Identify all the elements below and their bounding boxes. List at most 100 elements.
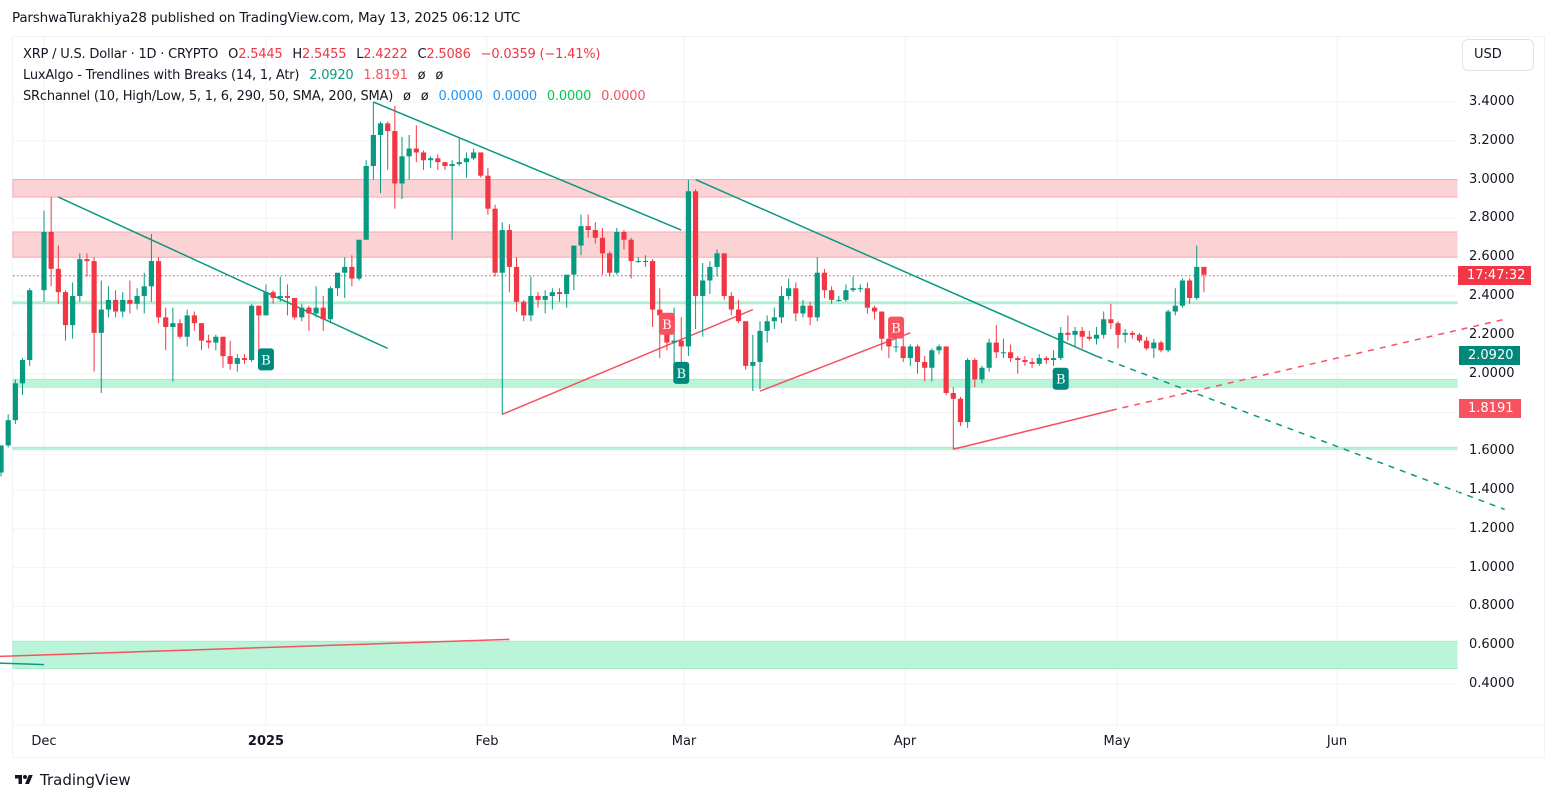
candlesticks[interactable] [0, 102, 1207, 498]
candle-body[interactable] [814, 272, 820, 318]
candle-body[interactable] [936, 346, 942, 351]
candle-body[interactable] [1079, 330, 1085, 337]
candle-body[interactable] [628, 239, 634, 262]
candle-body[interactable] [671, 340, 677, 343]
candle-body[interactable] [907, 346, 913, 359]
candle-body[interactable] [685, 191, 691, 347]
candle-body[interactable] [306, 307, 312, 314]
candle-body[interactable] [184, 315, 190, 337]
candle-body[interactable] [420, 152, 427, 161]
candle-body[interactable] [27, 290, 33, 361]
candle-body[interactable] [621, 231, 627, 240]
candle-body[interactable] [735, 309, 742, 322]
candle-body[interactable] [1086, 336, 1092, 339]
trendline-down-3[interactable] [695, 178, 1097, 357]
candle-body[interactable] [356, 239, 362, 279]
candle-body[interactable] [428, 158, 434, 161]
candle-body[interactable] [363, 166, 369, 240]
candle-body[interactable] [1000, 352, 1007, 354]
candle-body[interactable] [1008, 352, 1014, 359]
candle-body[interactable] [492, 208, 498, 273]
candle-body[interactable] [707, 266, 713, 281]
candle-body[interactable] [392, 131, 398, 184]
candle-body[interactable] [986, 342, 992, 368]
candle-body[interactable] [471, 152, 477, 159]
candle-body[interactable] [327, 288, 333, 320]
candle-body[interactable] [850, 288, 856, 291]
trendline-down-3-ext[interactable] [1096, 355, 1505, 511]
candle-body[interactable] [342, 266, 348, 273]
candle-body[interactable] [1101, 319, 1107, 335]
candle-body[interactable] [829, 290, 835, 300]
candle-body[interactable] [1022, 360, 1028, 362]
candle-body[interactable] [578, 226, 584, 246]
candle-body[interactable] [435, 158, 441, 163]
footer-brand[interactable]: TradingView [12, 771, 131, 789]
candle-body[interactable] [871, 307, 878, 312]
trendline-down-1[interactable] [58, 196, 388, 350]
candle-body[interactable] [198, 323, 205, 341]
candle-body[interactable] [692, 191, 699, 296]
candle-body[interactable] [864, 288, 870, 308]
candle-body[interactable] [1165, 311, 1171, 351]
candle-body[interactable] [399, 156, 405, 184]
candle-body[interactable] [320, 307, 326, 320]
trendline-lt-red[interactable] [0, 638, 510, 658]
candle-body[interactable] [800, 305, 806, 314]
candle-body[interactable] [19, 360, 26, 384]
candle-body[interactable] [91, 261, 97, 333]
candle-body[interactable] [0, 445, 4, 473]
candle-body[interactable] [55, 268, 61, 293]
candle-body[interactable] [549, 292, 555, 296]
candle-body[interactable] [506, 230, 512, 267]
candle-body[interactable] [227, 356, 233, 364]
candle-body[interactable] [886, 338, 892, 347]
candle-body[interactable] [127, 299, 133, 304]
candle-body[interactable] [900, 346, 906, 359]
candle-body[interactable] [914, 346, 921, 362]
candle-body[interactable] [1172, 305, 1178, 312]
candle-body[interactable] [263, 292, 269, 316]
candle-body[interactable] [1179, 280, 1186, 306]
candle-body[interactable] [535, 296, 541, 300]
candle-body[interactable] [485, 175, 491, 209]
candle-body[interactable] [449, 164, 455, 167]
candle-body[interactable] [1144, 340, 1150, 349]
candle-body[interactable] [1201, 266, 1207, 275]
candle-body[interactable] [249, 305, 255, 361]
candle-body[interactable] [700, 280, 706, 296]
candle-body[interactable] [1115, 323, 1121, 335]
trendline-down-2[interactable] [373, 101, 682, 231]
indicator-name[interactable]: LuxAlgo - Trendlines with Breaks (14, 1,… [23, 68, 300, 83]
candle-body[interactable] [1129, 332, 1135, 335]
candle-body[interactable] [836, 299, 842, 301]
candle-body[interactable] [120, 299, 126, 312]
candle-body[interactable] [943, 346, 949, 393]
candle-body[interactable] [728, 296, 734, 310]
candle-body[interactable] [1151, 342, 1157, 349]
candle-body[interactable] [757, 330, 763, 362]
candle-body[interactable] [206, 340, 212, 343]
candle-body[interactable] [714, 253, 720, 267]
candle-body[interactable] [965, 360, 971, 423]
candle-body[interactable] [456, 162, 462, 165]
candle-body[interactable] [743, 321, 749, 366]
candle-body[interactable] [642, 261, 649, 263]
candle-body[interactable] [599, 237, 606, 254]
candle-body[interactable] [764, 321, 770, 331]
candle-body[interactable] [957, 398, 964, 423]
candle-body[interactable] [499, 230, 505, 273]
candle-body[interactable] [406, 148, 412, 157]
candle-body[interactable] [1072, 330, 1078, 335]
candle-body[interactable] [141, 286, 147, 296]
trendline-up-3[interactable] [953, 409, 1112, 450]
candle-body[interactable] [155, 261, 162, 318]
candle-body[interactable] [786, 288, 792, 296]
candle-body[interactable] [70, 296, 76, 326]
candle-body[interactable] [592, 230, 598, 238]
legend-symbol-row[interactable]: XRP / U.S. Dollar · 1D · CRYPTO O2.5445 … [23, 44, 645, 65]
candle-body[interactable] [750, 361, 756, 366]
candle-body[interactable] [213, 336, 219, 343]
candle-body[interactable] [442, 162, 448, 167]
